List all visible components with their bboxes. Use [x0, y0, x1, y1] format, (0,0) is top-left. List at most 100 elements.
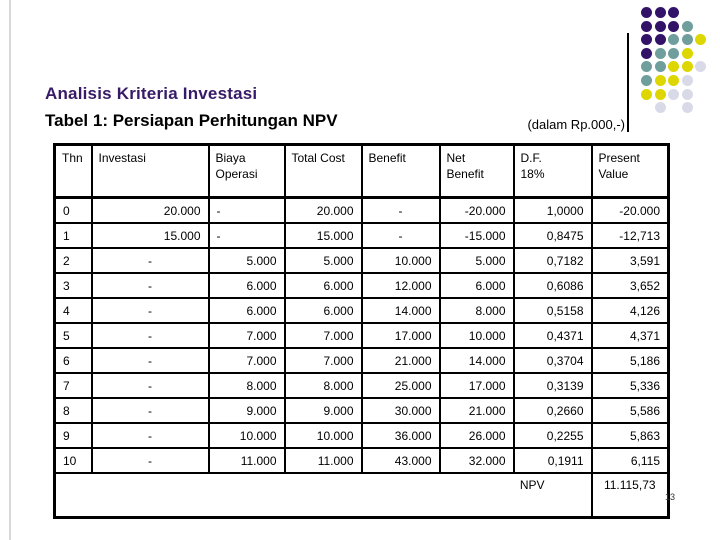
- dot: [668, 7, 679, 18]
- cell-df: 0,2255: [512, 422, 593, 449]
- cell-pv: 3,652: [590, 272, 670, 299]
- decorative-dots: [641, 7, 716, 122]
- cell-benefit: 36.000: [360, 422, 441, 449]
- cell-df: 0,3139: [512, 372, 593, 399]
- cell-biaya: 9.000: [207, 397, 286, 424]
- dot: [695, 34, 706, 46]
- table-row: 4-6.000 6.000 14.000 8.000 0,5158 4,126: [53, 297, 670, 324]
- dot: [695, 61, 706, 73]
- cell-total: 15.000: [283, 222, 363, 249]
- npv-table: Thn Investasi Biaya Operasi Total Cost Benefi…: [53, 143, 670, 519]
- vertical-divider-rule: [627, 33, 629, 132]
- cell-investasi: 15.000: [90, 222, 210, 249]
- page-number: 13: [665, 492, 676, 502]
- column-header-net: Net Benefit: [438, 143, 515, 199]
- cell-benefit: -: [360, 196, 441, 224]
- cell-thn: 1: [53, 222, 93, 249]
- cell-pv: 4,371: [590, 322, 670, 349]
- dot: [654, 20, 666, 32]
- cell-df: 1,0000: [512, 196, 593, 224]
- cell-biaya: 5.000: [207, 247, 286, 274]
- column-header-total: Total Cost: [283, 143, 363, 199]
- dot: [641, 7, 652, 18]
- dot: [654, 102, 666, 114]
- cell-total: 6.000: [283, 272, 363, 299]
- cell-df: 0,6086: [512, 272, 593, 299]
- cell-total: 20.000: [283, 196, 363, 224]
- column-header-df: D.F. 18%: [512, 143, 593, 199]
- cell-pv: 5,186: [590, 347, 670, 374]
- cell-net: 10.000: [438, 322, 515, 349]
- cell-df: 0,7182: [512, 247, 593, 274]
- cell-investasi: -: [90, 447, 210, 474]
- column-header-pv: Present Value: [590, 143, 670, 199]
- cell-investasi: -: [90, 422, 210, 449]
- dot: [654, 61, 666, 73]
- dot: [681, 20, 693, 32]
- cell-pv: 3,591: [590, 247, 670, 274]
- npv-value: 11.115,73: [590, 472, 670, 519]
- dot: [681, 47, 693, 59]
- dot: [654, 47, 666, 59]
- dot: [641, 61, 652, 73]
- currency-unit-note: (dalam Rp.000,-): [527, 117, 625, 132]
- cell-thn: 9: [53, 422, 93, 449]
- cell-total: 8.000: [283, 372, 363, 399]
- cell-df: 0,8475: [512, 222, 593, 249]
- table-row: 10-11.000 11.000 43.000 32.000 0,1911 6,115: [53, 447, 670, 474]
- cell-biaya: -: [207, 196, 286, 224]
- dot: [681, 102, 693, 114]
- cell-benefit: 43.000: [360, 447, 441, 474]
- table-header-row: Thn Investasi Biaya Operasi Total Cost Benefi…: [53, 143, 670, 199]
- cell-total: 11.000: [283, 447, 363, 474]
- table-row: 8-9.000 9.000 30.000 21.000 0,2660 5,586: [53, 397, 670, 424]
- cell-benefit: 17.000: [360, 322, 441, 349]
- cell-net: 21.000: [438, 397, 515, 424]
- column-header-thn: Thn: [53, 143, 93, 199]
- cell-net: -15.000: [438, 222, 515, 249]
- cell-df: 0,4371: [512, 322, 593, 349]
- cell-investasi: -: [90, 347, 210, 374]
- cell-biaya: 11.000: [207, 447, 286, 474]
- cell-pv: 4,126: [590, 297, 670, 324]
- dot: [681, 61, 693, 73]
- table-row: 6-7.000 7.000 21.000 14.000 0,3704 5,186: [53, 347, 670, 374]
- dot: [668, 20, 679, 32]
- cell-df: 0,3704: [512, 347, 593, 374]
- cell-thn: 8: [53, 397, 93, 424]
- cell-total: 9.000: [283, 397, 363, 424]
- table-row: 9-10.000 10.000 36.000 26.000 0,2255 5,863: [53, 422, 670, 449]
- cell-benefit: 10.000: [360, 247, 441, 274]
- cell-benefit: 14.000: [360, 297, 441, 324]
- cell-net: -20.000: [438, 196, 515, 224]
- cell-biaya: -: [207, 222, 286, 249]
- cell-investasi: -: [90, 297, 210, 324]
- cell-pv: 5,336: [590, 372, 670, 399]
- table-row: 1 15.000-15.000- -15.000 0,8475 -12,713: [53, 222, 670, 249]
- dot: [641, 47, 652, 59]
- table-caption: Tabel 1: Persiapan Perhitungan NPV: [45, 111, 338, 130]
- cell-net: 26.000: [438, 422, 515, 449]
- cell-pv: 5,863: [590, 422, 670, 449]
- cell-net: 14.000: [438, 347, 515, 374]
- cell-pv: 6,115: [590, 447, 670, 474]
- cell-total: 7.000: [283, 347, 363, 374]
- dot: [654, 7, 666, 18]
- cell-thn: 7: [53, 372, 93, 399]
- dot: [681, 34, 693, 46]
- table-row: 0 20.000-20.000- -20.000 1,0000 -20.000: [53, 196, 670, 224]
- dot: [668, 88, 679, 100]
- dot: [668, 34, 679, 46]
- dot: [654, 88, 666, 100]
- cell-benefit: 12.000: [360, 272, 441, 299]
- npv-total-row: NPV 11.115,73: [53, 472, 670, 519]
- cell-investasi: -: [90, 372, 210, 399]
- cell-net: 17.000: [438, 372, 515, 399]
- cell-df: 0,1911: [512, 447, 593, 474]
- cell-net: 32.000: [438, 447, 515, 474]
- slide-title: Analisis Kriteria Investasi: [45, 84, 258, 103]
- dot: [654, 75, 666, 86]
- cell-investasi: -: [90, 322, 210, 349]
- cell-total: 5.000: [283, 247, 363, 274]
